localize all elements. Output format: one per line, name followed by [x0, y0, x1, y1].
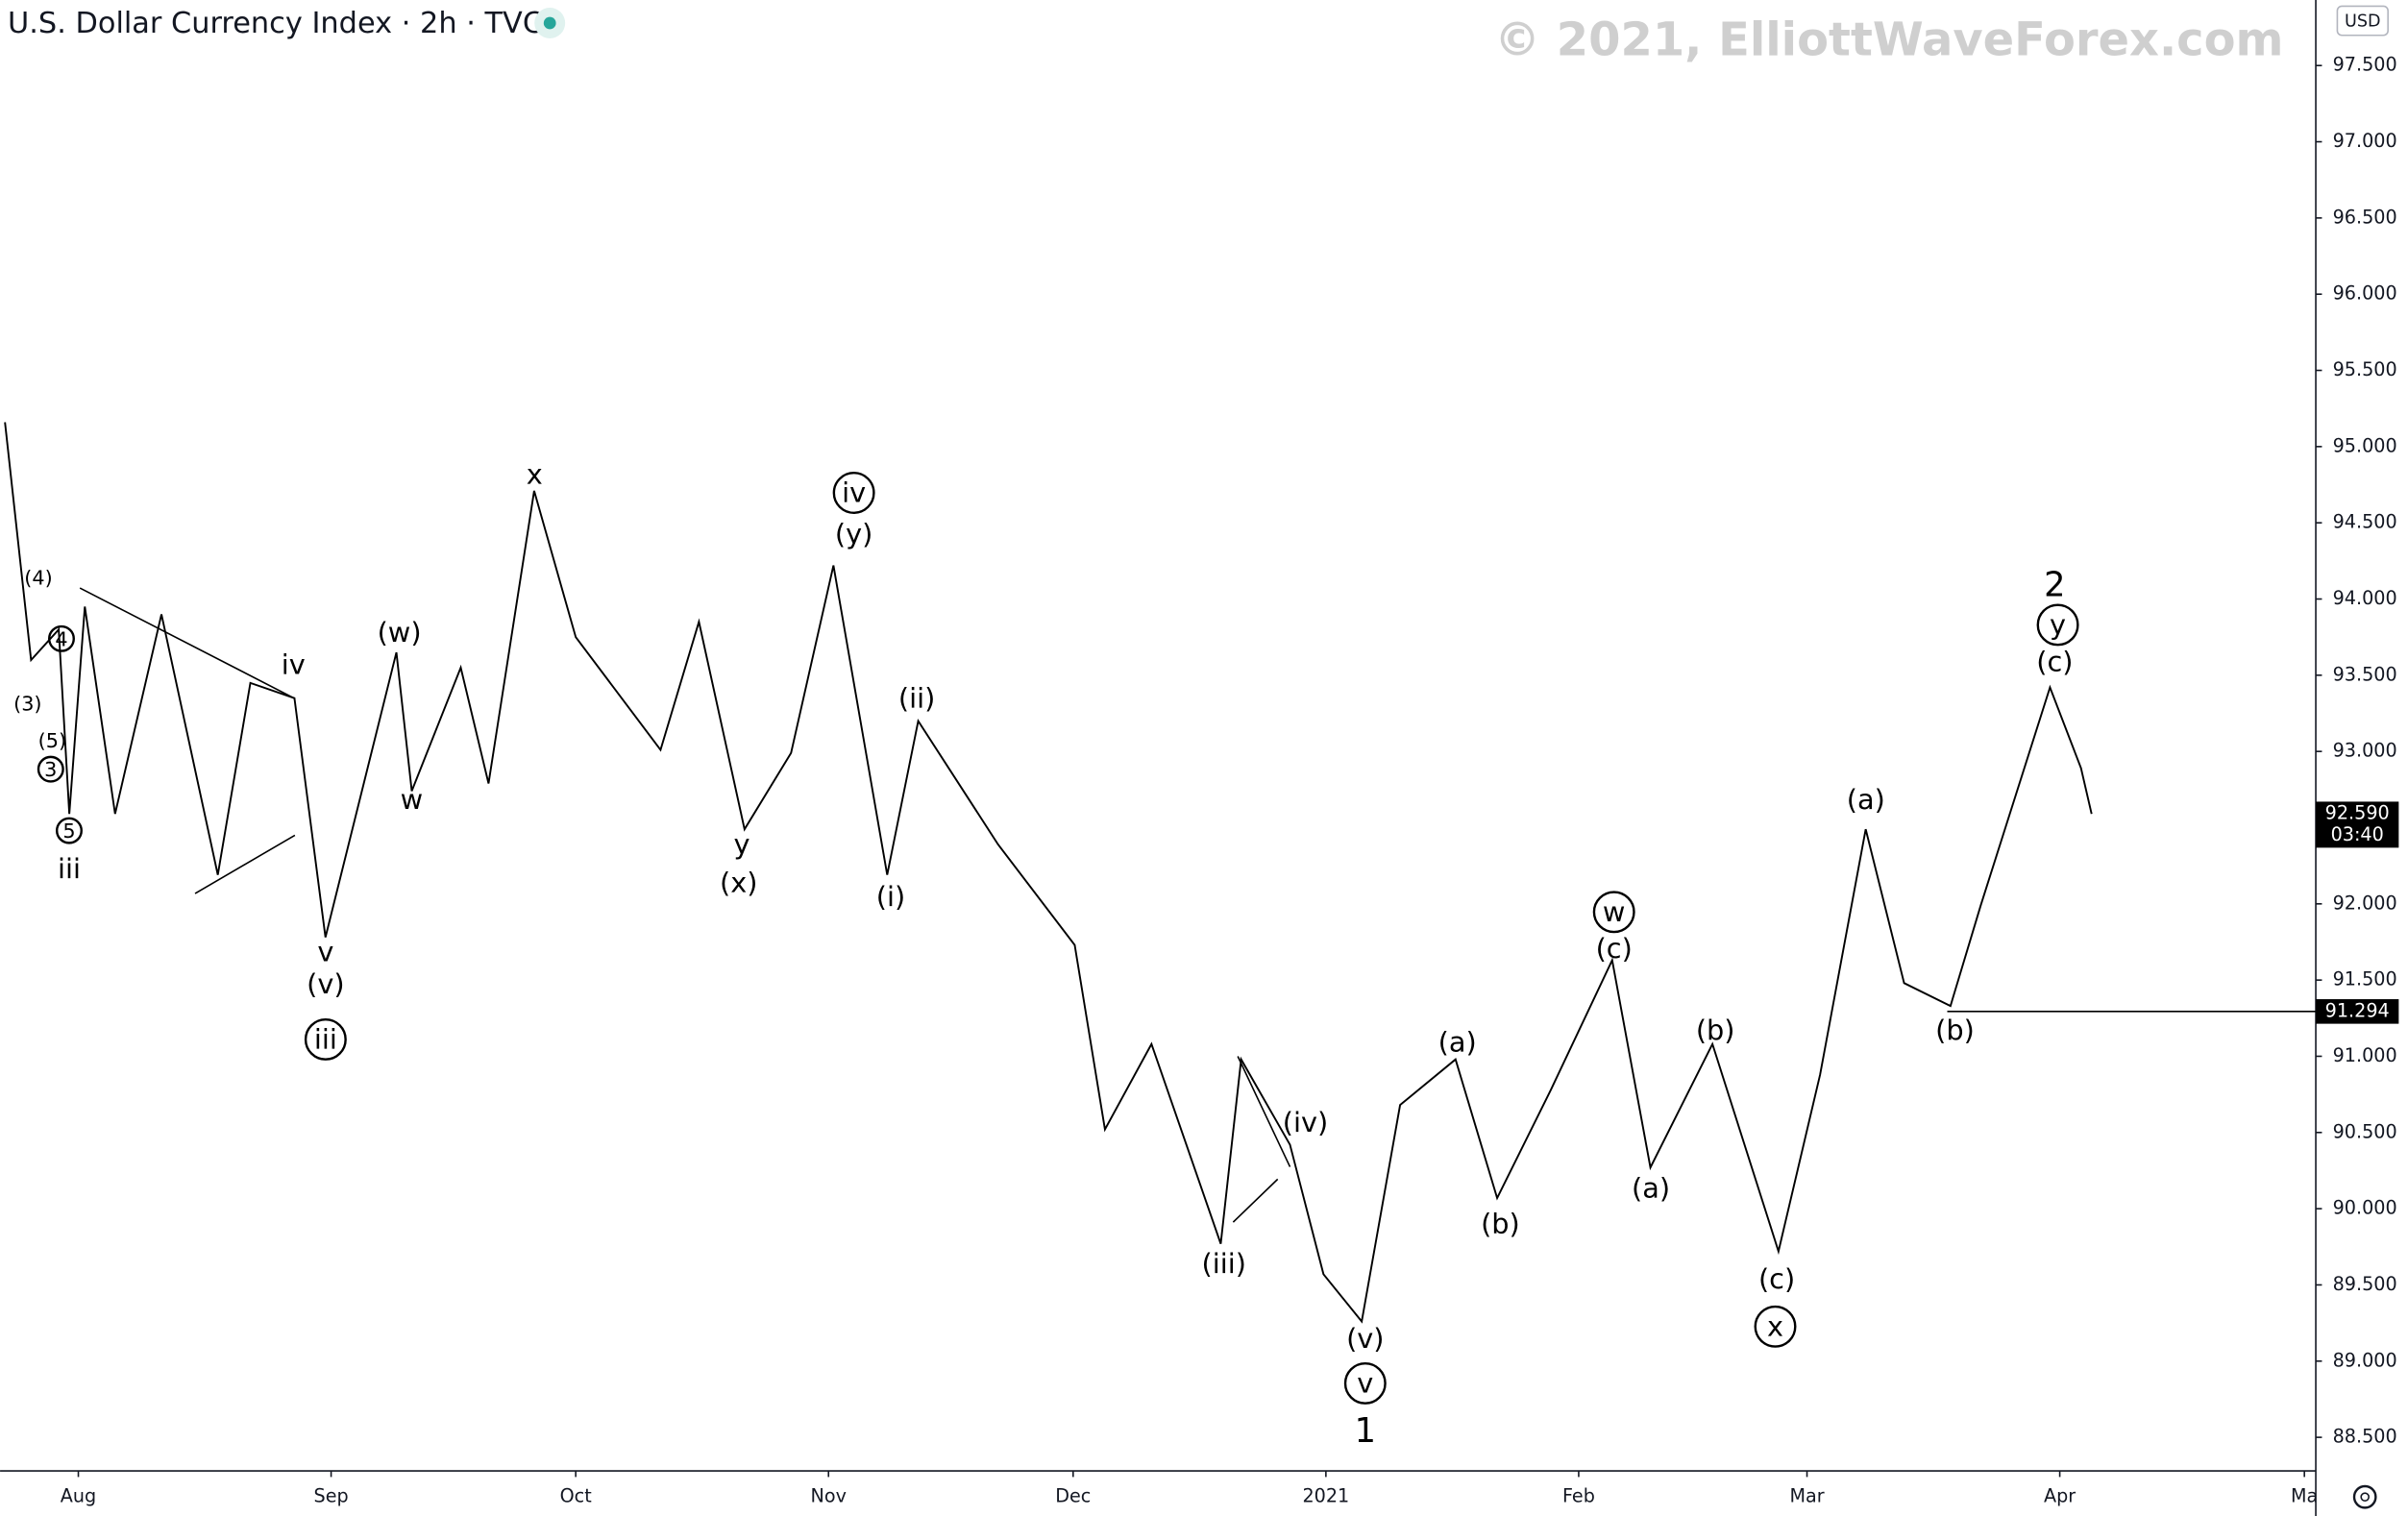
wave-label: (b) — [1696, 1014, 1735, 1046]
wave-label: (c) — [1596, 932, 1633, 965]
wave-label: w — [1603, 895, 1626, 928]
wave-label: (c) — [2036, 645, 2073, 677]
x-tick-label: Aug — [61, 1485, 96, 1507]
x-tick-label: Nov — [811, 1485, 847, 1507]
wave-circle — [2036, 603, 2079, 647]
y-tick-label: 94.000 — [2333, 587, 2397, 609]
x-tick-label: Ma — [2291, 1485, 2318, 1507]
wave-label: (y) — [835, 518, 872, 550]
wave-circle — [304, 1017, 347, 1061]
settings-icon[interactable] — [2352, 1484, 2377, 1509]
wave-label: v — [1357, 1367, 1373, 1400]
x-tick-label: Oct — [560, 1485, 593, 1507]
wave-circle — [48, 624, 75, 652]
y-tick-label: 96.000 — [2333, 282, 2397, 305]
y-tick-label: 90.000 — [2333, 1197, 2397, 1219]
trendline — [194, 834, 296, 894]
price-tag-label: 91.294 — [2325, 999, 2390, 1021]
price-tag-label: 92.590 — [2325, 802, 2390, 824]
wave-label: 1 — [1355, 1411, 1376, 1451]
y-tick-label: 96.500 — [2333, 206, 2397, 228]
wave-label: (w) — [378, 616, 422, 648]
wave-label: (c) — [1758, 1262, 1795, 1295]
countdown: 03:40 — [2331, 823, 2384, 845]
wave-label: iv — [282, 648, 306, 681]
x-tick-label: Mar — [1789, 1485, 1824, 1507]
y-tick-label: 95.000 — [2333, 434, 2397, 456]
wave-circle — [832, 472, 875, 514]
wave-label: (v) — [1346, 1322, 1384, 1355]
wave-label: (4) — [24, 566, 52, 589]
wave-circle — [1343, 1361, 1387, 1405]
price-line — [4, 422, 2093, 1324]
wave-label: (i) — [876, 880, 905, 913]
wave-circle — [55, 817, 83, 844]
y-tick-label: 93.000 — [2333, 740, 2397, 762]
wave-label: iii — [58, 852, 81, 885]
y-tick-label: 88.500 — [2333, 1426, 2397, 1448]
wave-label: w — [401, 783, 424, 816]
wave-label: (b) — [1481, 1207, 1520, 1239]
x-tick-label: Sep — [314, 1485, 349, 1507]
wave-label: (iv) — [1283, 1106, 1328, 1138]
chart-title: U.S. Dollar Currency Index · 2h · TVC — [8, 7, 543, 40]
y-tick-label: 91.000 — [2333, 1044, 2397, 1066]
wave-label: 3 — [44, 758, 57, 781]
wave-label: (ii) — [898, 682, 935, 715]
wave-label: (5) — [38, 729, 66, 752]
gear — [2352, 1484, 2377, 1509]
x-tick-label: 2021 — [1302, 1485, 1349, 1507]
wave-label: (a) — [1632, 1172, 1670, 1205]
wave-label: x — [1767, 1309, 1783, 1342]
x-tick-label: Apr — [2044, 1485, 2076, 1507]
wave-label: (a) — [1847, 783, 1885, 816]
price-tag — [2316, 801, 2399, 848]
wave-label: (3) — [13, 693, 41, 716]
trendline — [1232, 1178, 1279, 1223]
x-tick-label: Feb — [1562, 1485, 1595, 1507]
wave-label: (iii) — [1202, 1247, 1246, 1280]
wave-label: 2 — [2044, 565, 2065, 604]
wave-circle — [1754, 1305, 1797, 1348]
y-tick-label: 90.500 — [2333, 1120, 2397, 1142]
watermark: © 2021, ElliottWaveForex.com — [1494, 14, 2283, 67]
gear-hub — [2360, 1492, 2370, 1502]
wave-label: iii — [314, 1023, 337, 1056]
trendline — [79, 587, 296, 699]
y-tick-label: 94.500 — [2333, 511, 2397, 533]
wave-label: 5 — [62, 819, 75, 843]
wave-label: 4 — [55, 627, 67, 650]
wave-circle — [1592, 891, 1635, 934]
wave-circle — [37, 755, 64, 783]
y-tick-label: 97.000 — [2333, 130, 2397, 152]
y-tick-label: 97.500 — [2333, 54, 2397, 76]
wave-label: v — [317, 935, 333, 967]
wave-label: y — [733, 828, 749, 861]
wave-label: (v) — [307, 967, 344, 1000]
wave-label: (x) — [720, 867, 757, 899]
wave-label: (a) — [1438, 1026, 1477, 1059]
status-dot — [543, 16, 556, 30]
y-tick-label: 95.500 — [2333, 358, 2397, 380]
y-tick-label: 93.500 — [2333, 663, 2397, 685]
trendline — [1237, 1056, 1291, 1167]
currency-label: USD — [2345, 12, 2381, 31]
wave-label: (b) — [1935, 1014, 1975, 1046]
y-tick-label: 89.500 — [2333, 1273, 2397, 1295]
price-tag — [2316, 999, 2399, 1024]
wave-label: x — [527, 457, 543, 490]
y-tick-label: 91.500 — [2333, 968, 2397, 990]
y-tick-label: 89.000 — [2333, 1349, 2397, 1371]
currency-box[interactable] — [2336, 5, 2389, 37]
y-tick-label: 92.000 — [2333, 892, 2397, 914]
wave-label: iv — [842, 477, 866, 509]
x-tick-label: Dec — [1055, 1485, 1091, 1507]
wave-label: y — [2050, 608, 2066, 641]
